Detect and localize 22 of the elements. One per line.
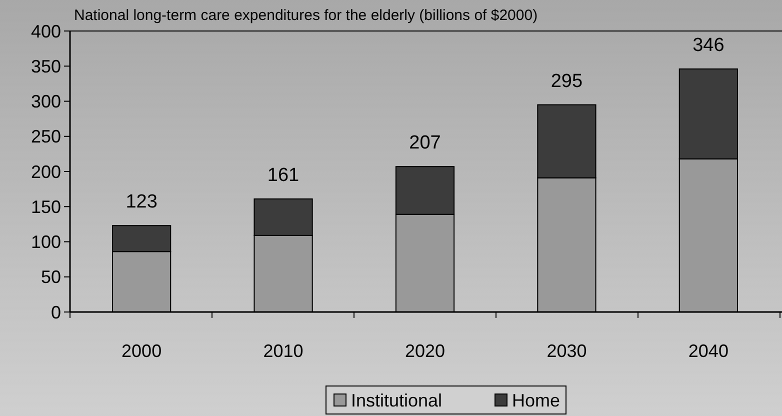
total-label: 346 [692, 34, 724, 56]
x-tick-label: 2000 [122, 341, 162, 361]
y-tick-label: 50 [40, 267, 61, 288]
x-tick-label: 2010 [263, 341, 304, 361]
y-tick-label: 300 [30, 92, 61, 112]
x-tick-label: 2020 [404, 341, 446, 361]
y-tick-label: 150 [30, 196, 61, 217]
y-tick-label: 350 [30, 56, 61, 76]
x-tick-label: 2040 [688, 341, 728, 361]
chart-title: National long-term care expenditures for the elderly (billions of $2000) [74, 7, 538, 24]
y-tick-label: 400 [30, 21, 61, 42]
total-label: 161 [267, 164, 300, 186]
total-label: 207 [409, 132, 441, 154]
y-tick-label: 100 [30, 232, 61, 252]
legend-label: Institutional [351, 390, 442, 410]
x-tick-label: 2030 [546, 341, 587, 361]
legend-label: Home [512, 390, 560, 410]
total-label: 295 [550, 70, 583, 92]
y-tick-label: 200 [30, 162, 61, 182]
y-tick-label: 0 [50, 302, 61, 322]
y-tick-label: 250 [30, 126, 61, 147]
total-label: 123 [126, 192, 158, 213]
